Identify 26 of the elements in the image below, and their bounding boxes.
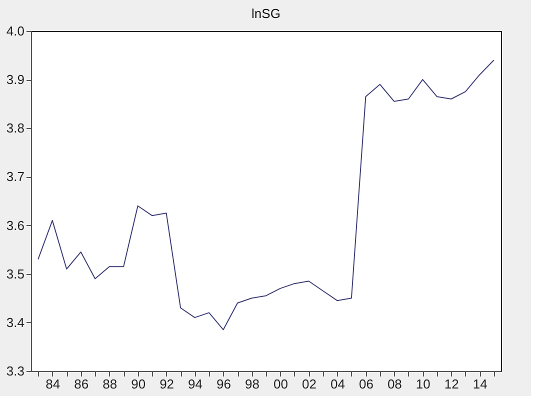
y-tick-label: 3.7 [6, 169, 24, 184]
x-tick-label: 10 [416, 376, 430, 392]
x-tick-label: 06 [358, 376, 374, 392]
x-tick-label: 90 [131, 376, 146, 392]
x-tick-label: 88 [102, 376, 118, 392]
y-tick-label: 3.9 [6, 72, 24, 88]
y-tick-label: 3.6 [6, 218, 24, 233]
x-tick-label: 08 [387, 376, 402, 392]
x-tick-label: 00 [274, 376, 288, 392]
y-tick-label: 3.8 [6, 120, 24, 136]
x-tick-label: 02 [302, 376, 316, 392]
y-tick-label: 3.4 [6, 314, 24, 330]
x-tick-label: 96 [216, 376, 232, 392]
x-tick-label: 86 [74, 376, 89, 392]
y-tick-label: 4.0 [6, 24, 24, 38]
line-series [38, 60, 494, 330]
chart-title: lnSG [252, 6, 280, 21]
y-tick-label: 3.5 [6, 266, 24, 282]
x-tick-label: 12 [444, 376, 459, 392]
x-tick-label: 98 [245, 376, 260, 392]
x-tick-label: 84 [46, 376, 60, 392]
x-tick-label: 04 [330, 376, 345, 392]
x-tick-label: 94 [188, 376, 203, 392]
x-tick-label: 14 [472, 376, 488, 392]
x-tick-label: 92 [160, 376, 174, 392]
y-tick-label: 3.3 [6, 364, 24, 378]
